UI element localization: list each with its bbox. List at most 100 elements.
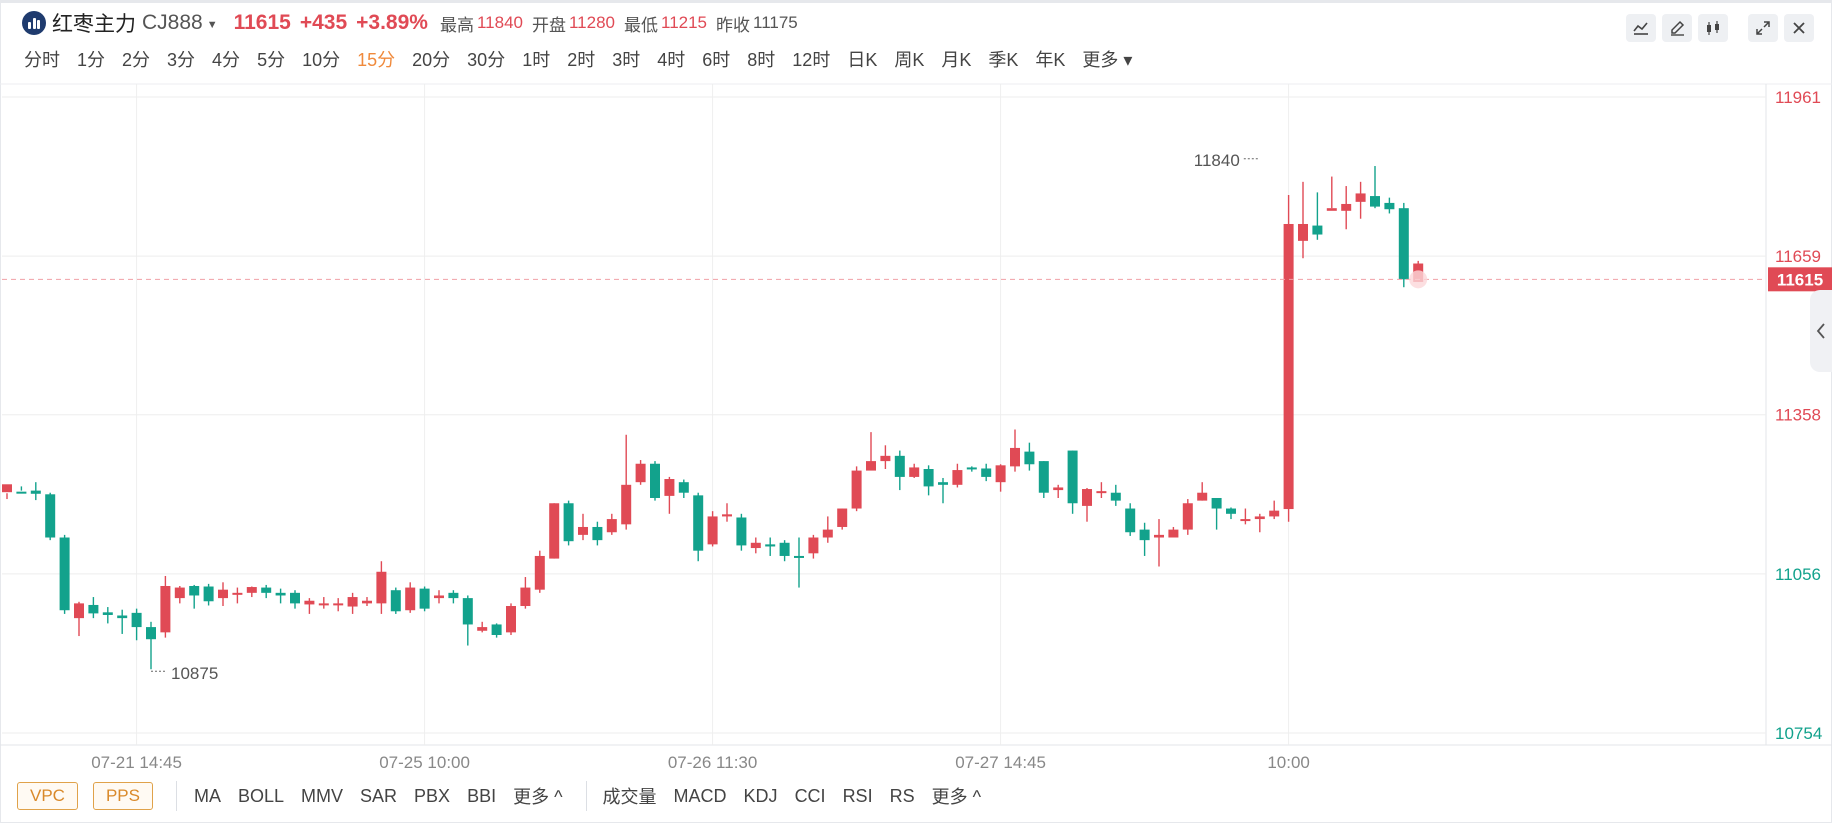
candle-body (117, 615, 128, 619)
main-indicator-mmv[interactable]: MMV (301, 785, 344, 806)
period-tab[interactable]: 日K (847, 50, 878, 70)
period-tab[interactable]: 2分 (122, 50, 151, 70)
prev-close-label: 昨收 (716, 15, 751, 35)
period-tab[interactable]: 15分 (357, 50, 396, 70)
candle-body (218, 589, 228, 599)
main-indicator-sar[interactable]: SAR (360, 785, 398, 806)
candle-body (1182, 503, 1193, 530)
sub-indicator-5[interactable]: RS (889, 785, 915, 806)
candle-body (1370, 196, 1380, 207)
candle-body (563, 503, 574, 542)
candle-body (952, 470, 963, 485)
candle-body (592, 526, 603, 541)
sub-indicator-2[interactable]: KDJ (743, 785, 778, 806)
candle-body (966, 467, 977, 470)
period-tab[interactable]: 月K (941, 50, 972, 70)
candle-body (923, 469, 934, 487)
candle-body (549, 503, 560, 559)
main-indicator-ma[interactable]: MA (194, 785, 221, 806)
period-tab[interactable]: 4分 (212, 50, 241, 70)
period-tab[interactable]: 1分 (77, 50, 106, 70)
candle-body (1254, 516, 1265, 520)
indicator-line-icon[interactable] (1626, 14, 1656, 42)
close-icon[interactable] (1784, 14, 1814, 42)
period-tab[interactable]: 12时 (792, 50, 831, 70)
period-tab[interactable]: 8时 (747, 50, 776, 70)
last-price: 11615 (233, 11, 291, 34)
candle-body (405, 587, 416, 611)
y-tick-label: 11659 (1775, 247, 1821, 266)
period-tab[interactable]: 2时 (567, 50, 596, 70)
candle-body (189, 585, 200, 596)
price-change: +435 (299, 11, 348, 34)
open-label: 开盘 (531, 15, 566, 35)
candle-body (1269, 510, 1280, 517)
main-indicator-pbx[interactable]: PBX (414, 785, 451, 806)
candle-body (981, 468, 992, 477)
last-price-tag-text: 11615 (1777, 270, 1823, 289)
period-tab[interactable]: 1时 (522, 50, 551, 70)
period-tab[interactable]: 30分 (467, 50, 506, 70)
symbol-code[interactable]: CJ888 (142, 11, 203, 34)
y-tick-label: 10754 (1775, 724, 1822, 743)
overlay-pill-pps[interactable]: PPS (92, 782, 153, 810)
candle-body (578, 526, 588, 535)
candle-body (520, 587, 531, 607)
candle-body (1197, 492, 1208, 501)
candle-body (822, 529, 833, 538)
symbol-name: 红枣主力 (52, 13, 136, 36)
period-tab[interactable]: 4时 (657, 50, 686, 70)
candle-body (1139, 529, 1150, 541)
period-tab[interactable]: 周K (894, 50, 925, 70)
candlestick-chart[interactable]: 11961 11659 11358 11056 10754 07-21 14:45 07-2… (0, 0, 1832, 776)
x-tick-label: 07-21 14:45 (91, 753, 182, 772)
quote-header: 红枣主力 CJ888 ▼ 11615 +435 +3.89% 最高 11840 … (0, 6, 1832, 42)
period-tab[interactable]: 3分 (167, 50, 196, 70)
period-more-dropdown[interactable]: 更多 ▾ (1082, 50, 1133, 70)
candle-body (1096, 491, 1107, 494)
period-tab[interactable]: 年K (1035, 50, 1066, 70)
candle-body (1024, 451, 1035, 465)
period-tab[interactable]: 10分 (302, 50, 341, 70)
period-tab[interactable]: 分时 (24, 50, 60, 70)
candlestick-icon[interactable] (1698, 14, 1728, 42)
sub-indicator-0[interactable]: 成交量 (602, 787, 657, 807)
main-indicator-boll[interactable]: BOLL (238, 785, 285, 806)
period-tabs: 分时 1分 2分 3分 4分 5分 10分 15分 20分 30分 1时 2时 3时 4时 6时 8时 12时日… (24, 46, 1149, 72)
chevron-down-icon[interactable]: ▼ (206, 19, 218, 31)
sub-indicator-1[interactable]: MACD (673, 785, 727, 806)
period-tab[interactable]: 20分 (412, 50, 451, 70)
candle-body (45, 494, 56, 538)
candle-body (866, 461, 876, 471)
candle-body (290, 592, 300, 604)
overlay-pill-vpc[interactable]: VPC (17, 782, 78, 810)
side-panel-toggle[interactable] (1810, 290, 1832, 372)
candle-body (1154, 534, 1164, 538)
candle-body (1226, 508, 1236, 514)
candle-body (1384, 202, 1395, 210)
candle-body (160, 585, 171, 633)
candle-body (765, 544, 776, 547)
candle-body (304, 600, 315, 605)
sub-indicator-more[interactable]: 更多 ^ (931, 787, 982, 807)
period-tab[interactable]: 季K (988, 50, 1019, 70)
candle-body (1067, 450, 1078, 504)
pencil-icon[interactable] (1662, 14, 1692, 42)
period-tab[interactable]: 3时 (612, 50, 641, 70)
high-label: 最高 (439, 15, 474, 35)
period-tab[interactable]: 6时 (702, 50, 731, 70)
main-indicator-more[interactable]: 更多 ^ (513, 787, 563, 807)
candle-body (131, 612, 142, 628)
y-tick-label: 11961 (1775, 88, 1821, 107)
sub-indicator-3[interactable]: CCI (794, 785, 826, 806)
expand-icon[interactable] (1748, 14, 1778, 42)
candle-body (102, 612, 113, 615)
period-tab[interactable]: 5分 (257, 50, 286, 70)
main-indicator-bbi[interactable]: BBI (467, 785, 497, 806)
sub-indicator-4[interactable]: RSI (842, 785, 873, 806)
candle-body (261, 587, 272, 593)
candle-body (491, 624, 502, 635)
candle-body (506, 606, 516, 633)
candle-body (1010, 447, 1020, 467)
candle-body (722, 514, 732, 517)
